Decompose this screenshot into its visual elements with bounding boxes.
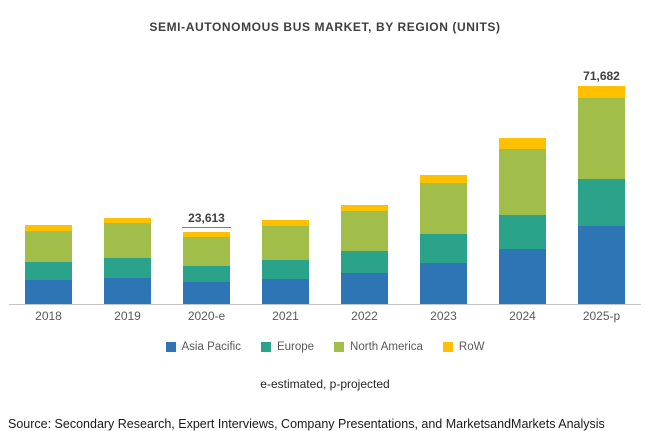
bar-segment-north-america bbox=[499, 148, 546, 215]
bar-segment-row bbox=[499, 138, 546, 149]
bar-segment-north-america bbox=[183, 236, 230, 267]
bar-segment-row bbox=[341, 204, 388, 212]
source-line: Source: Secondary Research, Expert Inter… bbox=[8, 417, 605, 431]
bar-slot-2021 bbox=[246, 60, 325, 304]
bar-2019 bbox=[104, 217, 151, 304]
bar-slot-2024 bbox=[483, 60, 562, 304]
bar-segment-row bbox=[25, 225, 72, 231]
bar-segment-north-america bbox=[25, 230, 72, 263]
bar-segment-north-america bbox=[262, 225, 309, 260]
bar-segment-north-america bbox=[341, 211, 388, 251]
bar-2024 bbox=[499, 138, 546, 304]
bar-2022 bbox=[341, 204, 388, 304]
bar-segment-row bbox=[183, 232, 230, 237]
bar-slot-2018 bbox=[9, 60, 88, 304]
total-label-2020-e: 23,613 bbox=[182, 212, 231, 229]
bar-segment-europe bbox=[262, 259, 309, 279]
legend-swatch-icon bbox=[442, 342, 453, 352]
x-tick-label-2025-p: 2025-p bbox=[582, 309, 621, 323]
bar-2023 bbox=[420, 174, 467, 304]
legend-label: North America bbox=[350, 341, 423, 353]
legend-item-north-america: North America bbox=[334, 341, 423, 353]
x-tick-label-2018: 2018 bbox=[35, 309, 62, 323]
bar-segment-asia-pacific bbox=[499, 249, 546, 304]
bar-segment-row bbox=[104, 217, 151, 224]
x-tick-label-2019: 2019 bbox=[114, 309, 141, 323]
bar-segment-asia-pacific bbox=[183, 282, 230, 304]
bar-segment-europe bbox=[420, 234, 467, 263]
legend-label: RoW bbox=[458, 341, 485, 353]
legend-item-europe: Europe bbox=[260, 341, 315, 353]
plot-area: 23,613 71,682 bbox=[9, 60, 641, 305]
bar-segment-europe bbox=[578, 179, 625, 227]
bar-segment-asia-pacific bbox=[578, 226, 625, 304]
legend-item-row: RoW bbox=[442, 341, 485, 353]
bar-segment-row bbox=[578, 86, 625, 98]
legend-swatch-icon bbox=[165, 342, 176, 352]
x-tick-label-2021: 2021 bbox=[272, 309, 299, 323]
bar-slot-2022 bbox=[325, 60, 404, 304]
stacked-bar-chart: 23,613 71,682 2018 2019 2020-e 2021 2022 2023 2… bbox=[9, 60, 641, 353]
chart-legend: Asia Pacific Europe North America RoW bbox=[9, 341, 641, 353]
bar-slot-2023 bbox=[404, 60, 483, 304]
bar-segment-asia-pacific bbox=[104, 277, 151, 304]
bar-2018 bbox=[25, 225, 72, 304]
bar-slot-2019 bbox=[88, 60, 167, 304]
x-tick-label-2024: 2024 bbox=[509, 309, 536, 323]
bar-segment-north-america bbox=[420, 182, 467, 235]
bar-segment-north-america bbox=[578, 97, 625, 180]
bar-segment-europe bbox=[183, 266, 230, 283]
legend-swatch-icon bbox=[260, 342, 271, 352]
x-axis-labels: 2018 2019 2020-e 2021 2022 2023 2024 2025-p bbox=[9, 309, 641, 323]
bar-segment-europe bbox=[499, 214, 546, 250]
bar-slot-2020-e: 23,613 bbox=[167, 60, 246, 304]
x-tick-label-2020-e: 2020-e bbox=[187, 309, 226, 323]
bar-segment-asia-pacific bbox=[25, 280, 72, 304]
bar-segment-north-america bbox=[104, 223, 151, 259]
bar-segment-row bbox=[420, 174, 467, 183]
bar-segment-asia-pacific bbox=[420, 262, 467, 304]
chart-footnote: e-estimated, p-projected bbox=[260, 377, 390, 391]
bar-2021 bbox=[262, 220, 309, 304]
legend-label: Europe bbox=[276, 341, 315, 353]
bar-2020-e bbox=[183, 232, 230, 304]
legend-swatch-icon bbox=[334, 342, 345, 352]
chart-title: SEMI-AUTONOMOUS BUS MARKET, BY REGION (U… bbox=[149, 20, 501, 34]
bar-2025-p bbox=[578, 86, 625, 304]
bar-segment-europe bbox=[25, 262, 72, 281]
bar-segment-europe bbox=[341, 250, 388, 273]
total-label-2025-p: 71,682 bbox=[583, 69, 620, 84]
legend-label: Asia Pacific bbox=[181, 341, 241, 353]
x-tick-label-2022: 2022 bbox=[351, 309, 378, 323]
bar-segment-europe bbox=[104, 258, 151, 278]
bar-slot-2025-p: 71,682 bbox=[562, 60, 641, 304]
bar-segment-asia-pacific bbox=[262, 278, 309, 304]
x-tick-label-2023: 2023 bbox=[430, 309, 457, 323]
bar-segment-row bbox=[262, 220, 309, 226]
bar-segment-asia-pacific bbox=[341, 273, 388, 304]
legend-item-asia-pacific: Asia Pacific bbox=[165, 341, 241, 353]
